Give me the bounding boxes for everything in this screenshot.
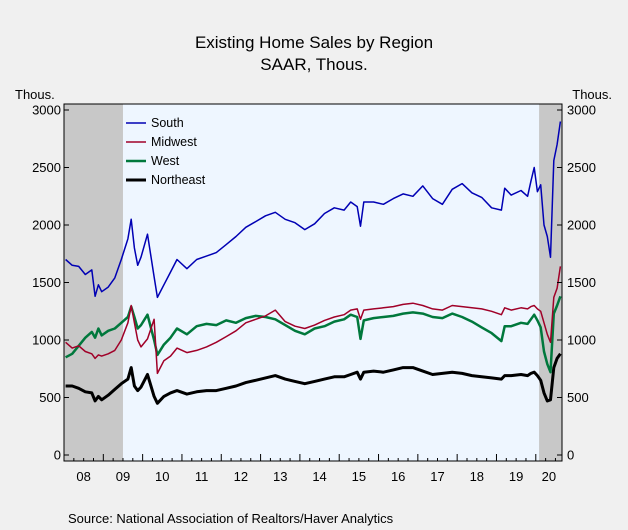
y-tick-label-left: 1000 xyxy=(32,333,61,348)
y-tick-label-right: 2500 xyxy=(567,160,596,175)
y-axis-label-left: Thous. xyxy=(15,87,55,102)
y-tick-label-left: 500 xyxy=(39,390,61,405)
x-tick-label: 09 xyxy=(116,469,130,484)
x-tick-label: 19 xyxy=(509,469,523,484)
x-tick-label: 08 xyxy=(76,469,90,484)
recession-band-1 xyxy=(539,104,562,461)
series-line-northeast xyxy=(65,352,562,405)
legend: South Midwest West Northeast xyxy=(126,116,206,187)
legend-label-south: South xyxy=(151,116,184,130)
series-line-south xyxy=(65,121,562,299)
y-tick-label-right: 0 xyxy=(567,448,574,463)
y-tick-label-right: 1500 xyxy=(567,275,596,290)
x-axis: 08 09 10 11 12 13 14 15 16 17 18 19 20 xyxy=(73,454,556,484)
y-tick-label-right: 3000 xyxy=(567,103,596,118)
source-note: Source: National Association of Realtors… xyxy=(68,511,394,526)
x-tick-label: 16 xyxy=(391,469,405,484)
y-tick-label-right: 2000 xyxy=(567,218,596,233)
x-tick-label: 12 xyxy=(234,469,248,484)
y-axes: 0 0 500 500 1000 1000 1500 1500 2000 2000 2500 2500… xyxy=(32,103,596,463)
x-tick-label: 13 xyxy=(273,469,287,484)
y-axis-label-right: Thous. xyxy=(572,87,612,102)
x-tick-label: 20 xyxy=(542,469,556,484)
legend-label-midwest: Midwest xyxy=(151,135,197,149)
y-tick-label-left: 2000 xyxy=(32,218,61,233)
y-tick-label-right: 500 xyxy=(567,390,589,405)
chart-subtitle: SAAR, Thous. xyxy=(260,55,367,74)
series-line-midwest xyxy=(65,266,562,375)
x-tick-label: 18 xyxy=(470,469,484,484)
x-tick-label: 10 xyxy=(155,469,169,484)
x-tick-label: 15 xyxy=(352,469,366,484)
y-tick-label-left: 3000 xyxy=(32,103,61,118)
series-lines xyxy=(65,121,562,405)
y-tick-label-left: 0 xyxy=(54,448,61,463)
legend-label-northeast: Northeast xyxy=(151,173,206,187)
y-tick-label-right: 1000 xyxy=(567,333,596,348)
y-tick-label-left: 1500 xyxy=(32,275,61,290)
x-tick-label: 11 xyxy=(195,469,209,484)
x-tick-label: 14 xyxy=(312,469,326,484)
legend-label-west: West xyxy=(151,154,180,168)
plot-area xyxy=(64,104,562,461)
y-tick-label-left: 2500 xyxy=(32,160,61,175)
x-tick-label: 17 xyxy=(430,469,444,484)
chart-title: Existing Home Sales by Region xyxy=(195,33,433,52)
